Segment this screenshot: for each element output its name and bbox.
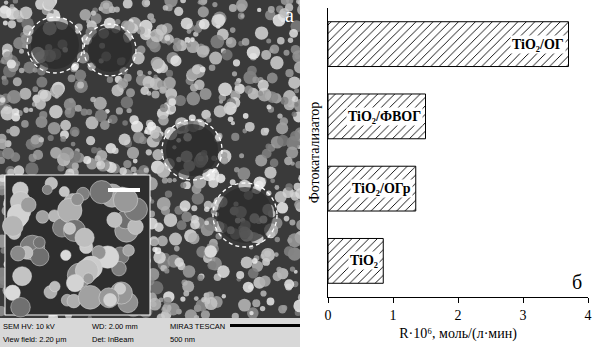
svg-text:MIRA3 TESCAN: MIRA3 TESCAN — [170, 322, 225, 331]
svg-text:б: б — [572, 271, 582, 293]
svg-text:а: а — [285, 4, 294, 26]
svg-text:Фотокатализатор: Фотокатализатор — [307, 102, 322, 204]
svg-text:View field: 2.20 μm: View field: 2.20 μm — [3, 335, 66, 344]
svg-text:3: 3 — [520, 308, 527, 323]
svg-text:TiO₂/ОГ: TiO₂/ОГ — [512, 37, 564, 52]
svg-text:Det: InBeam: Det: InBeam — [92, 335, 134, 344]
svg-text:1: 1 — [390, 308, 397, 323]
svg-text:R·10⁶, моль/(л·мин): R·10⁶, моль/(л·мин) — [399, 326, 517, 342]
svg-text:SEM HV: 10 kV: SEM HV: 10 kV — [3, 322, 55, 331]
svg-text:0: 0 — [325, 308, 332, 323]
svg-text:500 nm: 500 nm — [170, 335, 195, 344]
svg-text:WD: 2.00 mm: WD: 2.00 mm — [92, 322, 138, 331]
svg-text:TiO₂/ФВОГ: TiO₂/ФВОГ — [348, 109, 421, 124]
svg-text:TiO₂: TiO₂ — [350, 253, 378, 268]
svg-text:TiO₂/ОГр: TiO₂/ОГр — [352, 181, 411, 196]
svg-text:2: 2 — [455, 308, 462, 323]
svg-text:4: 4 — [585, 308, 592, 323]
